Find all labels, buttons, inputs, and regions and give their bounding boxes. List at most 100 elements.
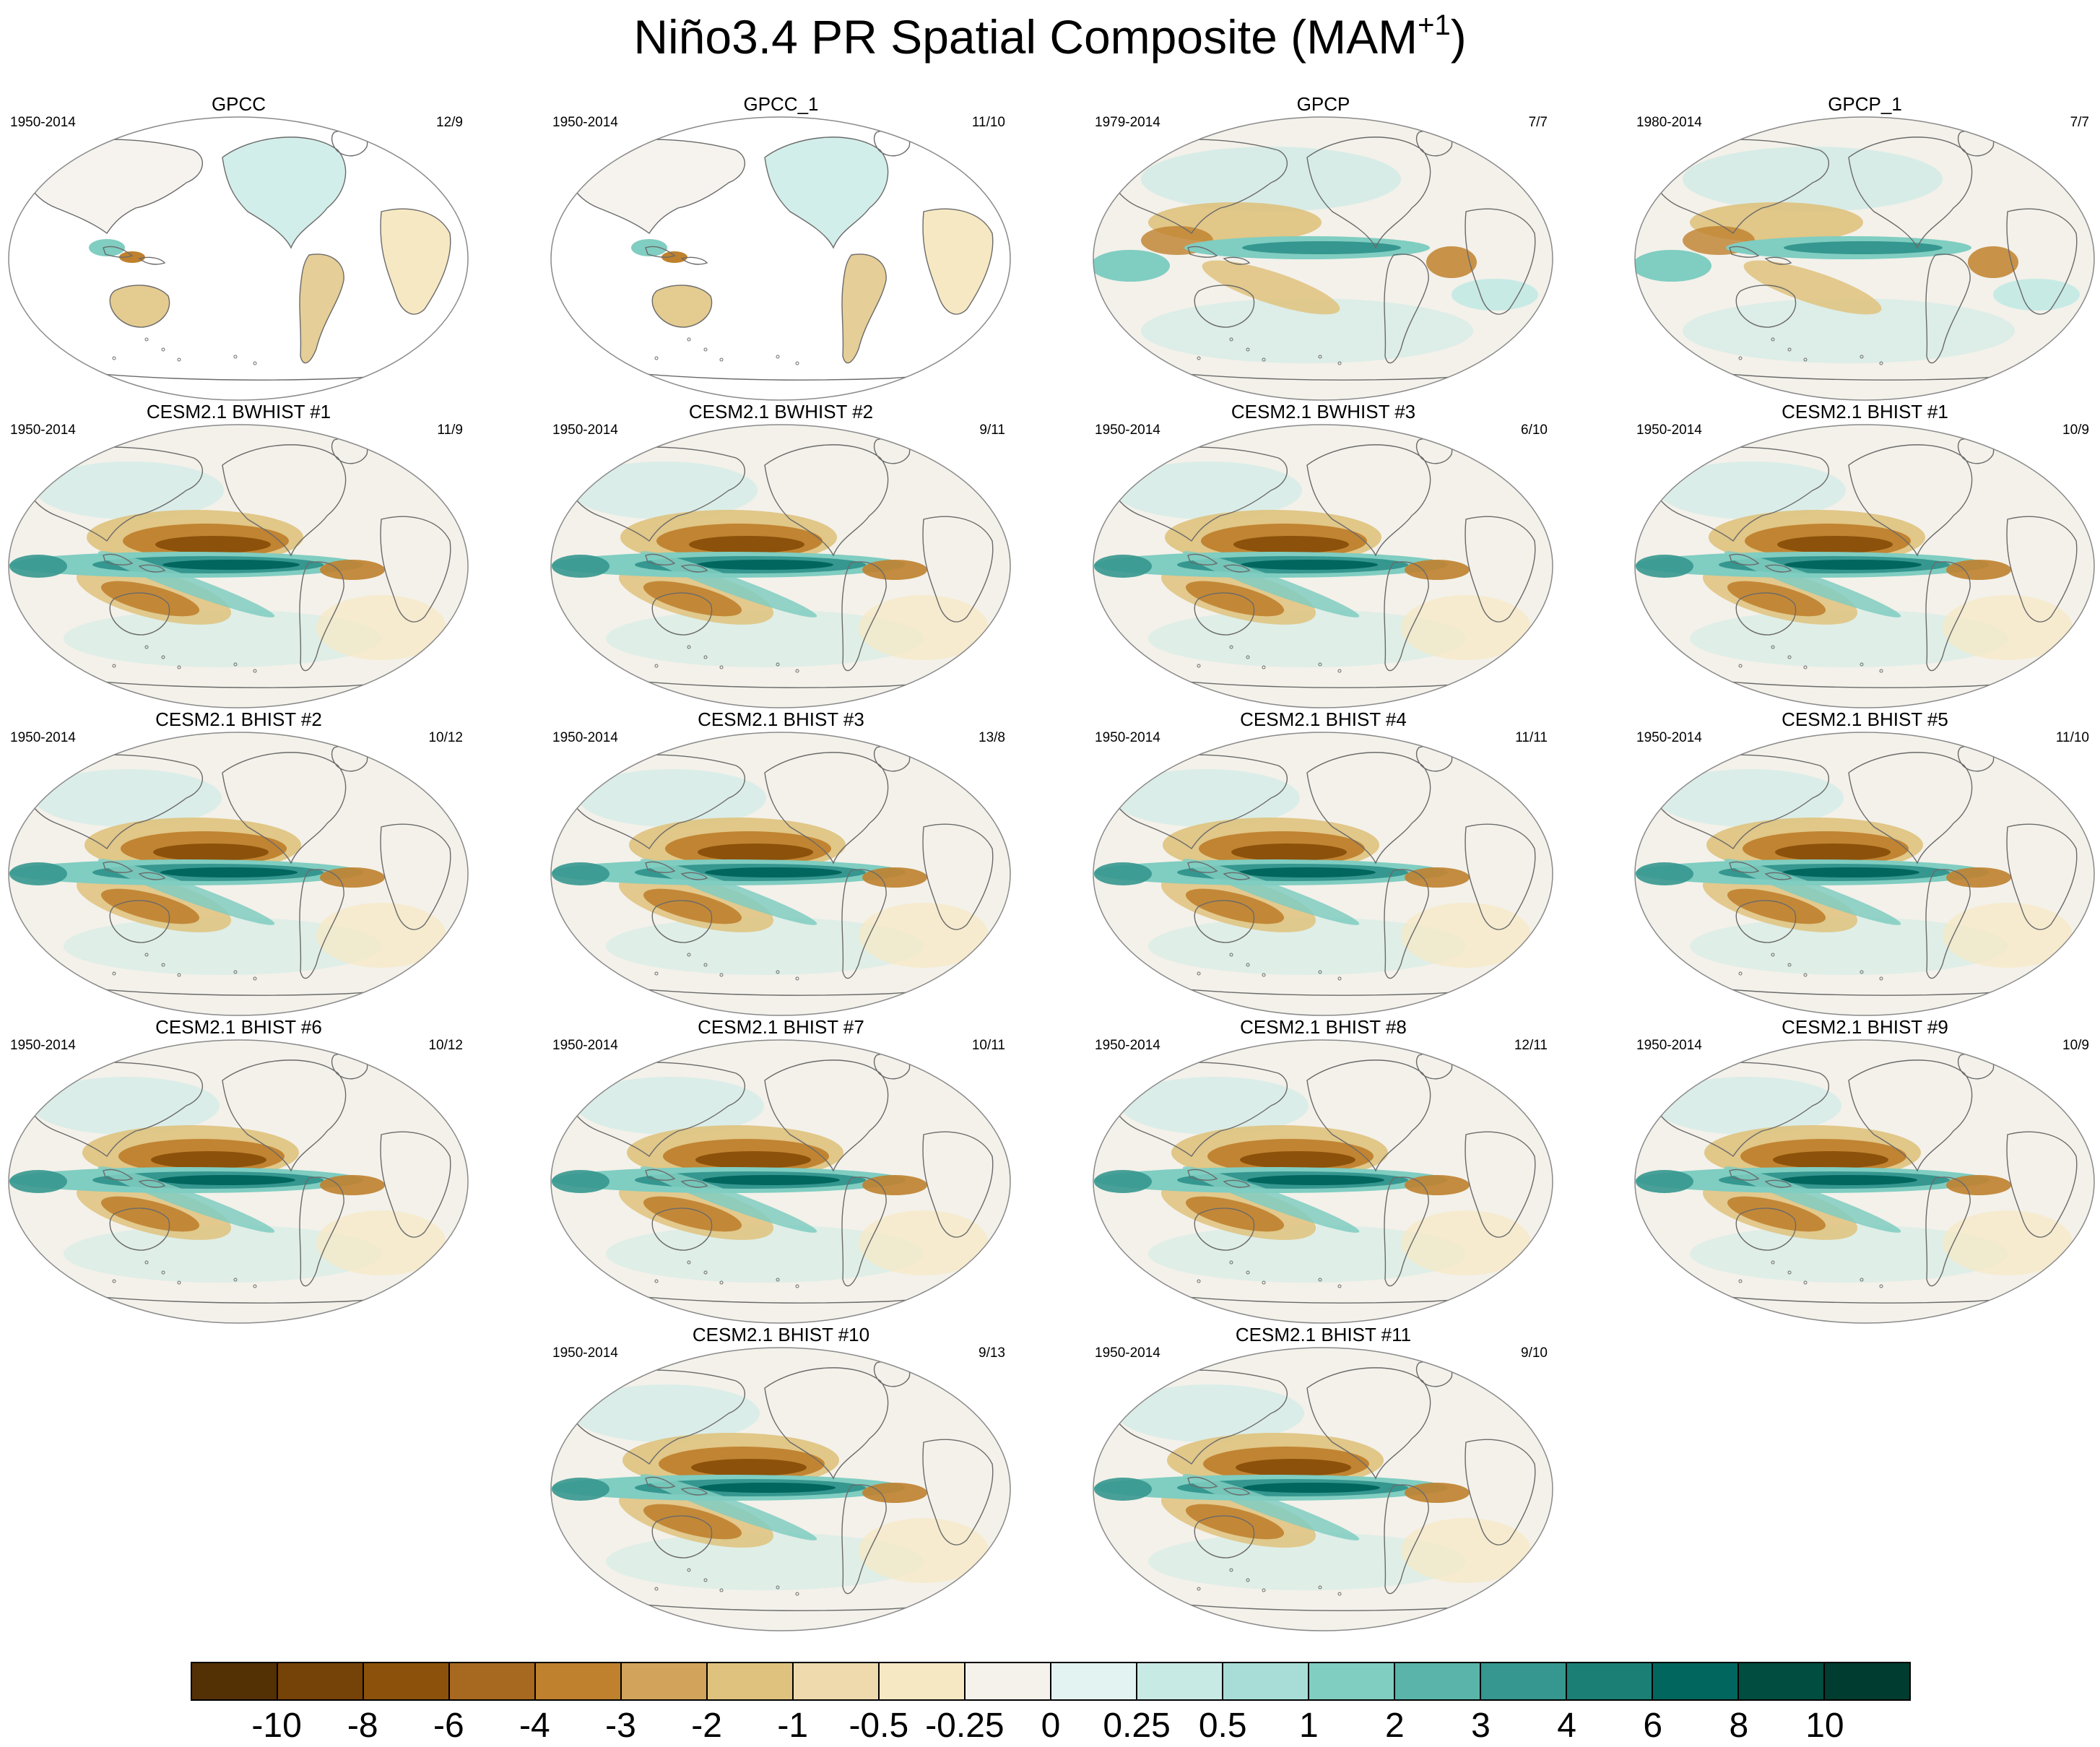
coast-island [795,1592,799,1596]
coast-asia [1646,139,1829,235]
panel-title: CESM2.1 BHIST #8 [1240,1016,1407,1038]
field-teal-eq-core [1784,560,1922,570]
field-teal-eq-core [160,867,298,877]
coast-island [654,356,659,360]
coast-island [112,664,116,668]
field-brown-north-core [153,844,269,861]
field-brown-pale-east [316,903,446,968]
coast-island [1229,1568,1233,1572]
coast-maritime [103,861,166,880]
panel-count: 12/9 [436,115,463,130]
field-teal-pale-south [1148,1225,1466,1283]
field-teal-eq-core [1780,1175,1917,1185]
panel-years: 1950-2014 [10,730,76,745]
field-teal-pale-north [572,1384,760,1442]
coast-island [177,1280,181,1285]
coast-maritime [103,1169,166,1188]
panel-count: 11/11 [1515,730,1548,745]
field-teal-eq-core [1241,560,1378,570]
coast-island [1229,337,1233,342]
field-teal-eq-core [1247,1175,1384,1185]
map-fields [1093,732,1553,1015]
map-outline [8,424,469,708]
field-teal-southeast [1993,279,2080,311]
coast-australia [109,285,170,328]
field-teal-west-edge [552,1170,609,1193]
panel-title: CESM2.1 BWHIST #3 [1231,401,1416,422]
figure-title-text: Niño3.4 PR Spatial Composite (MAM [633,10,1418,64]
coast-africa [2006,823,2078,930]
coast-island [1771,645,1775,649]
coast-island [1803,973,1808,977]
coast-asia [1104,1062,1288,1158]
map-fields [551,117,1010,400]
field-teal-pale-south [1148,610,1466,667]
panel-years: 1950-2014 [1095,422,1160,438]
field-brown-samerica [1426,246,1477,278]
coast-island [1262,1280,1266,1285]
coast-island [161,963,165,967]
map-outline [8,732,469,1016]
robinson-map [8,424,469,708]
coast-maritime [1729,1169,1792,1188]
panel-years: 1979-2014 [1095,115,1160,130]
panel-years: 1950-2014 [552,115,618,130]
coast-africa [922,1131,994,1238]
coast-island [1860,1278,1864,1282]
robinson-map [8,732,469,1016]
field-teal-pale-south [64,917,381,975]
panel-count: 10/12 [428,730,463,745]
coast-island [795,669,799,673]
field-brown-north-core [155,536,271,553]
colorbar-box [1567,1663,1653,1699]
colorbar-tick-label: 4 [1557,1707,1576,1745]
coast-island [1246,963,1250,967]
field-teal-west-edge [1636,1170,1693,1193]
colorbar-box [1481,1663,1567,1699]
colorbar-box [966,1663,1051,1699]
coast-island [233,970,238,974]
coast-north-america [764,444,889,557]
coast-australia [1194,1208,1255,1251]
coast-island [1229,645,1233,649]
coast-island [1262,973,1266,977]
field-teal-pale-north [32,1077,220,1135]
coast-island [1879,361,1883,365]
coast-south-america [841,253,887,364]
coast-island [795,1284,799,1288]
colorbar-tick-label: 10 [1805,1707,1844,1745]
panel-title: GPCC_1 [743,93,819,115]
coast-island [1787,963,1792,967]
colorbar-tick-label: 3 [1471,1707,1491,1745]
map-fields [551,1040,1010,1323]
coast-maritime [1729,861,1792,880]
colorbar-box [1653,1663,1739,1699]
field-teal-pale-south [1690,917,2008,975]
panel-years: 1950-2014 [552,1345,618,1361]
map-fields [1635,732,2094,1015]
coast-maritime [645,246,708,265]
coast-australia [1194,592,1255,636]
coast-asia [19,446,203,542]
panel-title: CESM2.1 BHIST #1 [1782,401,1948,422]
field-teal-pale-north [1654,1077,1841,1135]
robinson-map [550,1347,1011,1631]
robinson-map [550,424,1011,708]
coast-asia [1646,754,1829,850]
colorbar-box [622,1663,708,1699]
map-fields [1093,1040,1553,1323]
coast-island [1803,665,1808,669]
map-fields [1635,425,2094,708]
coast-africa [922,208,994,315]
coast-asia [1104,139,1288,235]
coast-island [112,356,116,360]
field-brown-atlantic [862,560,927,580]
panel-title: CESM2.1 BHIST #7 [698,1016,864,1038]
robinson-map [1093,732,1553,1016]
field-teal-eq-core [1784,241,1943,254]
colorbar-box [192,1663,278,1699]
coast-island [1337,976,1342,981]
coast-island [1246,347,1250,352]
coast-maritime [645,553,708,573]
map-panel: CESM2.1 BHIST #5 1950-2014 11/10 [1632,708,2098,1018]
